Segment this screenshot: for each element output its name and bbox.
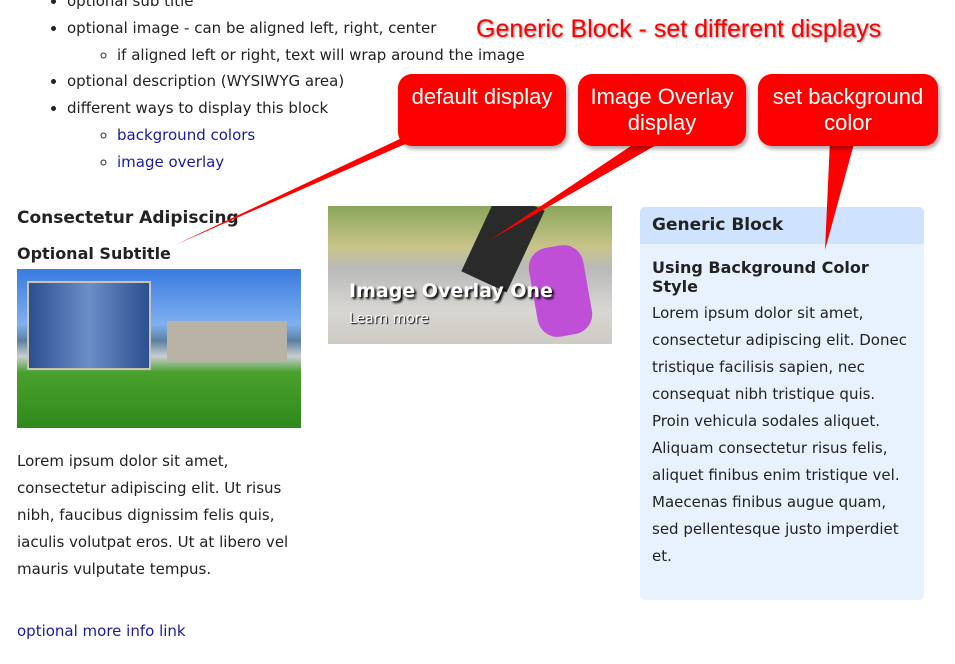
image-overlay-block[interactable]: Image Overlay One Learn more xyxy=(328,206,612,344)
callout-image-overlay: Image Overlay display xyxy=(578,74,746,146)
annotation-banner: Generic Block - set different displays xyxy=(476,15,882,43)
background-color-block: Generic Block Using Background Color Sty… xyxy=(640,207,924,600)
default-block: Consectetur Adipiscing Optional Subtitle… xyxy=(17,208,307,583)
list-item: optional description (WYSIWYG area) xyxy=(67,68,525,95)
callout-tail-overlay xyxy=(490,140,665,240)
building-image xyxy=(17,269,301,428)
more-info-link[interactable]: optional more info link xyxy=(17,622,186,640)
list-item: optional sub title xyxy=(67,0,525,15)
block-title: Consectetur Adipiscing xyxy=(17,208,239,228)
block-subtitle: Optional Subtitle xyxy=(17,244,171,263)
block-feature-list: optional sub title optional image - can … xyxy=(0,0,525,176)
background-colors-link[interactable]: background colors xyxy=(117,125,256,144)
block-title: Generic Block xyxy=(640,207,924,244)
list-item: different ways to display this block bac… xyxy=(67,95,525,175)
block-subtitle: Using Background Color Style xyxy=(652,258,869,296)
learn-more-link[interactable]: Learn more xyxy=(349,311,429,327)
block-body: Lorem ipsum dolor sit amet, consectetur … xyxy=(652,304,907,565)
callout-default-display: default display xyxy=(398,74,566,146)
callout-tail-default xyxy=(175,120,460,245)
list-item-text: different ways to display this block xyxy=(67,99,329,118)
list-item: background colors xyxy=(117,122,525,149)
list-item: optional image - can be aligned left, ri… xyxy=(67,15,525,69)
callout-tail-background xyxy=(825,140,855,250)
list-item: if aligned left or right, text will wrap… xyxy=(117,42,525,69)
list-item-text: optional image - can be aligned left, ri… xyxy=(67,18,437,37)
callout-background-color: set background color xyxy=(758,74,938,146)
block-body: Lorem ipsum dolor sit amet, consectetur … xyxy=(17,452,289,578)
overlay-title: Image Overlay One xyxy=(349,280,553,302)
list-item: image overlay xyxy=(117,149,525,176)
image-overlay-link[interactable]: image overlay xyxy=(117,152,225,171)
